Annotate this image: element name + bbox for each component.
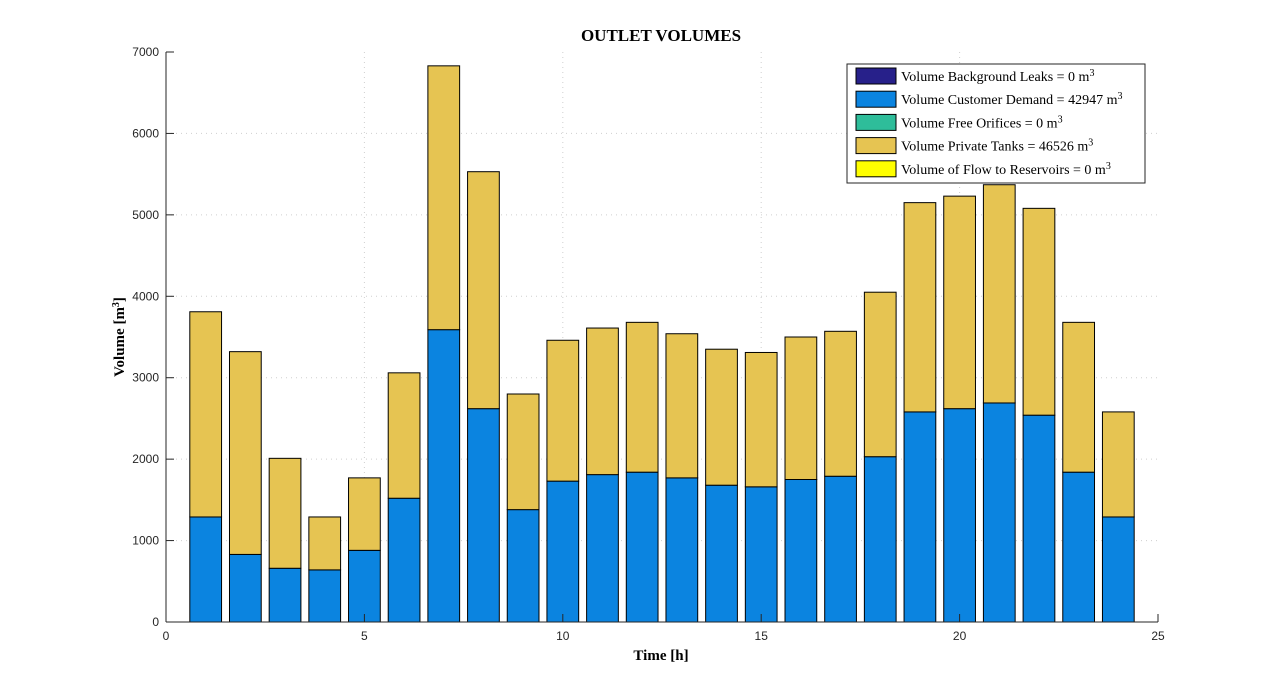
y-tick-label: 5000 — [132, 208, 159, 222]
legend-entry-label: Volume Private Tanks = 46526 m — [901, 140, 1088, 155]
bar-segment-series-3-x-13 — [665, 333, 699, 479]
y-tick-label: 2000 — [132, 452, 159, 466]
bar-segment-series-3-x-14 — [705, 348, 738, 486]
legend-entry-unit-superscript: 3 — [1089, 68, 1094, 79]
legend-entry-1: Volume Customer Demand = 42947 m3 — [901, 91, 1122, 109]
bar-segment-series-3-x-23 — [1062, 321, 1096, 473]
bar-segment-series-1-x-20 — [943, 408, 976, 623]
bar-segment-series-1-x-17 — [824, 475, 857, 623]
bar-segment-series-3-x-18 — [863, 291, 897, 458]
bar-segment-series-3-x-11 — [586, 327, 619, 476]
bar-segment-series-1-x-9 — [506, 509, 540, 623]
bar-segment-series-1-x-2 — [228, 553, 262, 623]
legend-entry-unit-superscript: 3 — [1058, 114, 1063, 125]
y-axis-title-text: Volume [m — [112, 307, 128, 377]
bar-segment-series-3-x-5 — [348, 477, 381, 551]
legend-swatch-2 — [855, 113, 897, 131]
y-axis-title-superscript: 3 — [111, 302, 122, 307]
x-tick-label: 25 — [1151, 629, 1165, 643]
bar-segment-series-1-x-14 — [705, 484, 738, 623]
bar-segment-series-3-x-20 — [943, 195, 976, 410]
legend-entry-2: Volume Free Orifices = 0 m3 — [901, 114, 1063, 131]
bar-segment-series-1-x-24 — [1101, 516, 1135, 623]
bar-segment-series-3-x-19 — [903, 202, 937, 413]
bar-segment-series-1-x-21 — [982, 402, 1016, 623]
y-tick-label: 1000 — [132, 534, 159, 548]
bar-segment-series-1-x-19 — [903, 411, 937, 623]
bar-segment-series-1-x-4 — [308, 569, 342, 623]
chart-title: OUTLET VOLUMES — [581, 26, 741, 45]
axes-layer: 0 5 10 15 20 25 0 1000 2000 3000 4000 5000 6000 7000 — [132, 45, 1165, 643]
bar-segment-series-1-x-3 — [268, 567, 302, 623]
y-tick-label: 3000 — [132, 371, 159, 385]
legend-entry-label: Volume Customer Demand = 42947 m — [901, 93, 1118, 108]
bar-segment-series-3-x-10 — [546, 339, 580, 482]
legend-swatch-0 — [855, 67, 897, 85]
legend-entry-3: Volume Private Tanks = 46526 m3 — [901, 137, 1093, 155]
legend-swatch-4 — [855, 160, 897, 178]
legend-entry-label: Volume of Flow to Reservoirs = 0 m — [901, 163, 1106, 178]
bar-segment-series-3-x-8 — [467, 171, 500, 410]
bar-segment-series-1-x-13 — [665, 477, 699, 623]
bar-segment-series-3-x-24 — [1101, 411, 1135, 518]
y-tick-label: 6000 — [132, 126, 159, 140]
bar-segment-series-1-x-11 — [586, 474, 619, 623]
bar-segment-series-3-x-3 — [268, 457, 302, 569]
x-tick-label: 15 — [755, 629, 769, 643]
legend-entry-unit-superscript: 3 — [1088, 137, 1093, 148]
bar-segment-series-3-x-9 — [506, 393, 540, 511]
bar-segment-series-3-x-16 — [784, 336, 818, 480]
x-tick-label: 20 — [953, 629, 967, 643]
bar-segment-series-3-x-7 — [427, 65, 461, 331]
bar-segment-series-1-x-10 — [546, 480, 580, 623]
bar-segment-series-1-x-16 — [784, 479, 818, 623]
legend-entry-unit-superscript: 3 — [1106, 160, 1111, 171]
bar-segment-series-1-x-18 — [863, 456, 897, 623]
bar-segment-series-1-x-15 — [744, 486, 778, 623]
y-axis-title: Volume [m3] — [111, 297, 129, 377]
bar-segment-series-3-x-22 — [1022, 207, 1056, 416]
bar-segment-series-3-x-4 — [308, 516, 342, 571]
legend-swatch-1 — [855, 90, 897, 108]
bar-segment-series-3-x-15 — [744, 351, 778, 488]
bar-segment-series-3-x-1 — [189, 311, 223, 518]
x-tick-label: 10 — [556, 629, 570, 643]
x-tick-label: 5 — [361, 629, 368, 643]
y-axis-title-suffix: ] — [112, 297, 128, 302]
bar-segment-series-1-x-7 — [427, 329, 461, 623]
bar-segment-series-1-x-12 — [625, 471, 659, 623]
y-tick-label: 0 — [152, 615, 159, 629]
legend-entry-0: Volume Background Leaks = 0 m3 — [901, 68, 1094, 86]
bar-segment-series-1-x-1 — [189, 516, 223, 623]
bars-layer — [189, 65, 1135, 623]
x-axis-title: Time [h] — [633, 648, 688, 664]
bar-segment-series-3-x-17 — [824, 330, 857, 477]
legend-entry-label: Volume Background Leaks = 0 m — [901, 70, 1090, 85]
bar-segment-series-3-x-12 — [625, 321, 659, 473]
bar-segment-series-1-x-23 — [1062, 471, 1096, 623]
legend-box — [846, 63, 1146, 184]
bar-segment-series-1-x-6 — [387, 497, 421, 623]
legend-entry-unit-superscript: 3 — [1117, 91, 1122, 102]
legend-swatch-3 — [855, 137, 897, 155]
y-tick-label: 7000 — [132, 45, 159, 59]
bar-segment-series-1-x-5 — [348, 549, 381, 623]
x-tick-label: 0 — [163, 629, 170, 643]
legend-entry-4: Volume of Flow to Reservoirs = 0 m3 — [901, 160, 1111, 178]
bar-segment-series-3-x-6 — [387, 372, 421, 499]
legend-entry-label: Volume Free Orifices = 0 m — [901, 116, 1058, 131]
bar-segment-series-1-x-22 — [1022, 414, 1056, 623]
y-tick-label: 4000 — [132, 289, 159, 303]
bar-segment-series-3-x-2 — [228, 351, 262, 555]
bar-segment-series-1-x-8 — [467, 408, 500, 623]
bar-segment-series-3-x-21 — [982, 184, 1016, 404]
